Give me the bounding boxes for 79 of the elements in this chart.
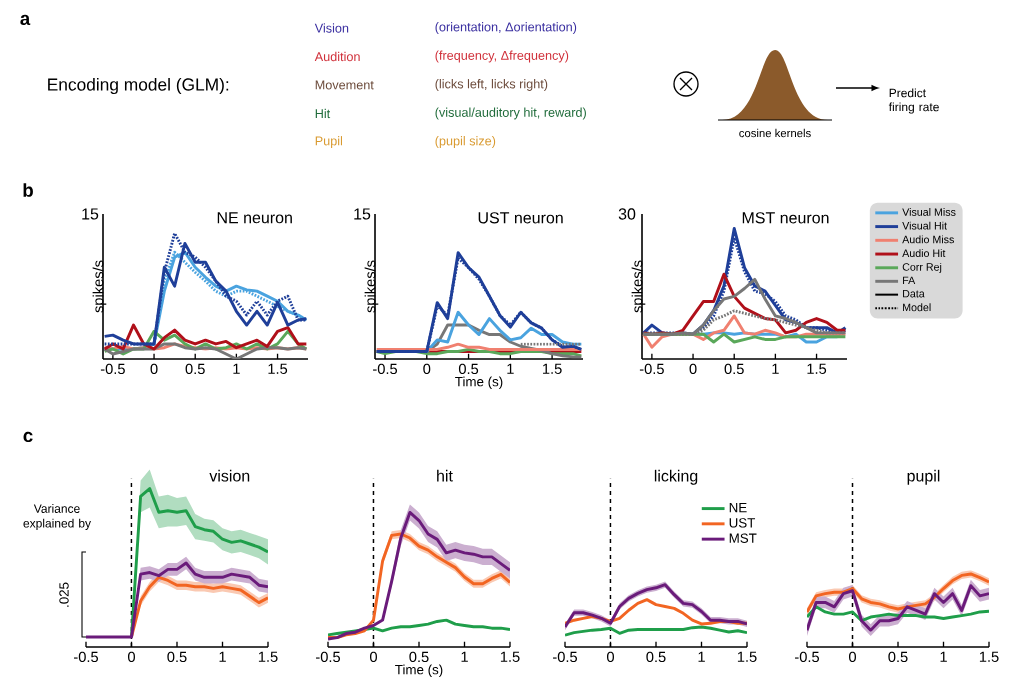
text: cosine kernels bbox=[739, 128, 811, 138]
x-tick-label: 0 bbox=[150, 363, 158, 375]
legend-label: FA bbox=[903, 276, 916, 284]
x-tick-label: 1 bbox=[772, 363, 779, 374]
x-tick-label: -0.5 bbox=[639, 363, 664, 375]
x-tick-label: 1 bbox=[698, 651, 705, 662]
x-tick-label: 1 bbox=[940, 651, 947, 662]
x-tick-label: 0.5 bbox=[458, 363, 479, 375]
chart-title: UST neuron bbox=[478, 212, 563, 224]
x-tick-label: 0.5 bbox=[888, 651, 908, 663]
legend-label: NE bbox=[729, 502, 747, 513]
text: (pupil size) bbox=[435, 136, 496, 148]
y-axis-title: spikes/s bbox=[631, 260, 646, 313]
annotation: Variance explained by bbox=[23, 504, 91, 530]
x-tick-label: 1.5 bbox=[543, 363, 562, 374]
x-tick-label: -0.5 bbox=[373, 363, 398, 375]
chart-title: NE neuron bbox=[217, 212, 292, 224]
x-tick-label: 0 bbox=[689, 363, 697, 375]
legend-label: MST bbox=[729, 533, 757, 543]
chart-title: MST neuron bbox=[742, 212, 829, 224]
x-tick-label: -0.5 bbox=[100, 363, 125, 375]
category-label: Audition bbox=[314, 51, 360, 62]
x-tick-label: 1.5 bbox=[268, 363, 288, 374]
text: (frequency, Δfrequency) bbox=[435, 50, 569, 63]
legend-label: Audio Hit bbox=[902, 249, 946, 258]
text: (visual/auditory hit, reward) bbox=[435, 107, 586, 120]
x-tick-label: 0.5 bbox=[409, 651, 429, 663]
x-tick-label: -0.5 bbox=[553, 651, 578, 663]
x-tick-label: 1 bbox=[461, 651, 468, 662]
x-tick-label: 1.5 bbox=[737, 651, 757, 662]
x-axis-title: Time (s) bbox=[395, 664, 443, 677]
x-tick-label: 0.5 bbox=[167, 651, 187, 663]
legend-label: Visual Miss bbox=[902, 207, 956, 216]
text: 15 bbox=[354, 208, 371, 220]
x-tick-label: 1.5 bbox=[979, 651, 999, 662]
chart-title: hit bbox=[437, 469, 453, 482]
text: a bbox=[20, 14, 31, 26]
x-tick-label: 0 bbox=[848, 651, 856, 663]
x-tick-label: 0 bbox=[423, 363, 431, 375]
text: 30 bbox=[618, 208, 636, 220]
y-axis-title: spikes/s bbox=[364, 260, 379, 313]
legend-label: Visual Hit bbox=[902, 221, 947, 230]
x-tick-label: 0.5 bbox=[185, 363, 205, 375]
x-tick-label: -0.5 bbox=[74, 651, 99, 663]
category-label: Pupil bbox=[315, 136, 343, 148]
y-axis-title: spikes/s bbox=[92, 260, 107, 313]
text: c bbox=[23, 431, 33, 443]
x-tick-label: 0 bbox=[606, 651, 614, 663]
legend-label: Corr Rej bbox=[902, 262, 942, 273]
text: Encoding model (GLM): bbox=[48, 77, 229, 95]
text: Predict firing rate bbox=[888, 88, 939, 114]
x-tick-label: -0.5 bbox=[795, 651, 820, 663]
text: Data bbox=[903, 289, 925, 298]
x-tick-label: 1 bbox=[507, 363, 514, 374]
x-axis-title: Time (s) bbox=[455, 376, 503, 389]
category-label: Vision bbox=[314, 23, 349, 33]
x-tick-label: 0 bbox=[127, 651, 135, 663]
category-label: Hit bbox=[315, 108, 331, 119]
text: Model bbox=[903, 303, 931, 312]
legend-label: Audio Miss bbox=[902, 235, 954, 244]
x-tick-label: 0.5 bbox=[646, 651, 666, 663]
text: 15 bbox=[82, 208, 99, 220]
chart-title: vision bbox=[209, 469, 250, 482]
text: .025 bbox=[59, 582, 69, 607]
x-tick-label: 1.5 bbox=[500, 651, 520, 662]
x-tick-label: 1.5 bbox=[258, 651, 278, 662]
text: b bbox=[23, 183, 33, 197]
x-tick-label: 0.5 bbox=[724, 363, 744, 375]
x-tick-label: 1 bbox=[233, 363, 240, 374]
text: (orientation, Δorientation) bbox=[435, 22, 577, 34]
text: (licks left, licks right) bbox=[435, 79, 548, 91]
category-label: Movement bbox=[315, 80, 374, 90]
x-tick-label: 0 bbox=[369, 651, 377, 663]
legend-label: UST bbox=[729, 518, 756, 528]
chart-title: licking bbox=[654, 469, 698, 485]
x-tick-label: 1 bbox=[219, 651, 226, 662]
x-tick-label: -0.5 bbox=[316, 651, 341, 663]
x-tick-label: 1.5 bbox=[807, 363, 827, 374]
chart-title: pupil bbox=[907, 469, 940, 485]
